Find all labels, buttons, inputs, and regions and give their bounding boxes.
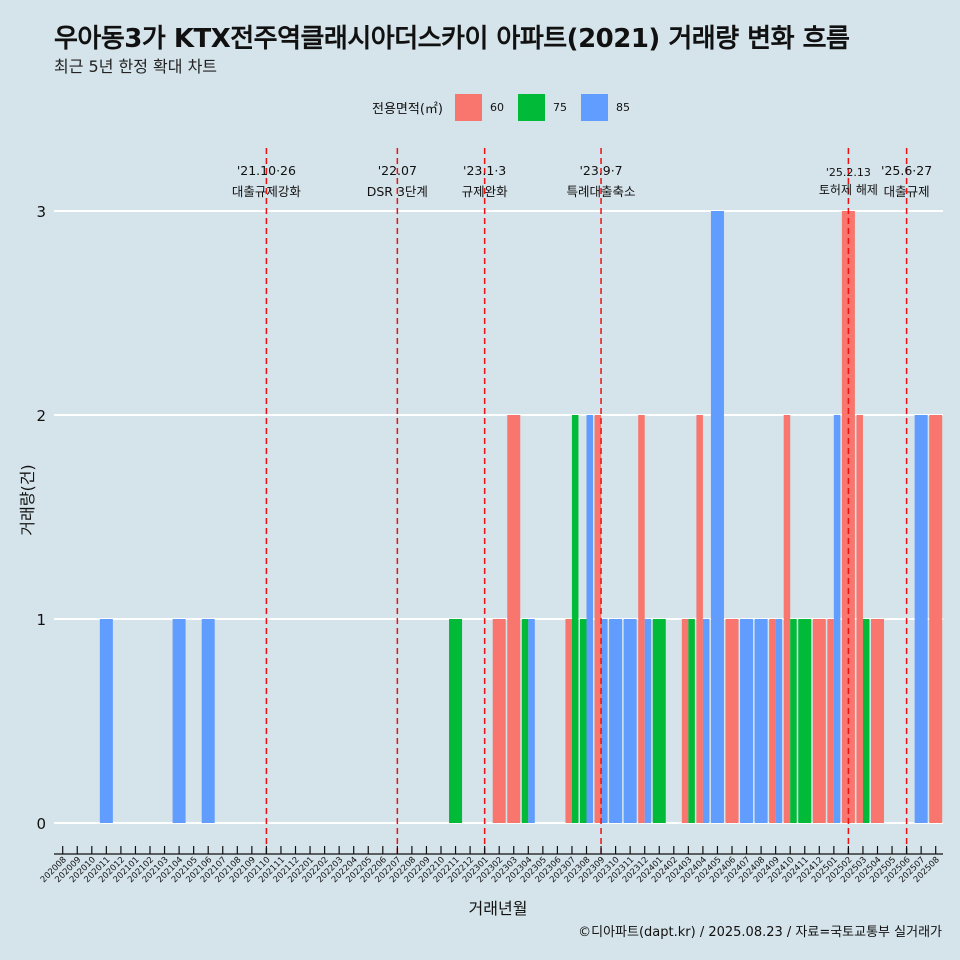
x-axis-label: 거래년월 bbox=[469, 899, 528, 918]
bar-202411-75 bbox=[798, 619, 812, 823]
y-tick-label: 2 bbox=[36, 407, 46, 425]
event-date: '25.6·27 bbox=[881, 163, 932, 178]
bar-202407-85 bbox=[740, 619, 754, 823]
bar-202401-75 bbox=[652, 619, 666, 823]
bar-202308-75 bbox=[580, 619, 587, 823]
y-tick-label: 1 bbox=[36, 611, 46, 629]
bar-202410-60 bbox=[783, 415, 791, 823]
event-label: 특례대출축소 bbox=[567, 184, 636, 199]
bar-202504-60 bbox=[871, 619, 884, 823]
bar-202409-85 bbox=[775, 619, 783, 823]
bar-202409-60 bbox=[769, 619, 776, 823]
chart-subtitle: 최근 5년 한정 확대 차트 bbox=[54, 57, 218, 76]
bar-202403-60 bbox=[681, 619, 689, 823]
bar-202312-85 bbox=[644, 619, 652, 823]
bar-202405-85 bbox=[710, 211, 724, 823]
legend-label-75: 75 bbox=[552, 100, 567, 114]
bar-202501-85 bbox=[833, 415, 841, 823]
event-date: '23.9·7 bbox=[579, 163, 622, 178]
event-date: '22.07 bbox=[378, 163, 417, 178]
bar-202508-60 bbox=[929, 415, 943, 823]
event-date: '25.2.13 bbox=[826, 166, 871, 179]
bar-202312-60 bbox=[638, 415, 645, 823]
legend-key-75 bbox=[517, 93, 545, 121]
event-label: 대출규제 bbox=[884, 184, 930, 199]
bar-202309-60 bbox=[594, 415, 602, 823]
bar-202307-60 bbox=[565, 619, 572, 823]
axes: 2020082020092020102020112020122021012021… bbox=[39, 846, 943, 885]
bar-202303-60 bbox=[507, 415, 521, 823]
event-label: 규제완화 bbox=[462, 184, 509, 199]
bar-202307-75 bbox=[571, 415, 579, 823]
event-label: DSR 3단계 bbox=[367, 184, 428, 199]
bar-202106-85 bbox=[201, 619, 215, 823]
legend-label-85: 85 bbox=[615, 100, 630, 114]
bar-202211-75 bbox=[449, 619, 463, 823]
bar-202308-85 bbox=[586, 415, 593, 823]
bar-202507-85 bbox=[914, 415, 928, 823]
bar-202503-75 bbox=[862, 619, 870, 823]
source-caption: ©디아파트(dapt.kr) / 2025.08.23 / 자료=국토교통부 실… bbox=[578, 925, 942, 940]
bar-202310-85 bbox=[609, 619, 623, 823]
bar-202011-85 bbox=[99, 619, 113, 823]
legend-label-60: 60 bbox=[489, 100, 504, 114]
event-annotations: '21.10·26 대출규제강화 '22.07 DSR 3단계 '23.1·3 규제완화 '… bbox=[232, 148, 932, 854]
bar-202410-75 bbox=[790, 619, 797, 823]
legend: 전용면적(㎡) 60 75 85 bbox=[372, 93, 644, 121]
event-date: '23.1·3 bbox=[463, 163, 506, 178]
bar-202309-85 bbox=[601, 619, 608, 823]
legend-key-85 bbox=[580, 93, 608, 121]
y-tick-label: 3 bbox=[36, 203, 46, 221]
bar-202408-85 bbox=[754, 619, 768, 823]
chart-title: 우아동3가 KTX전주역클래시아더스카이 아파트(2021) 거래량 변화 흐름 bbox=[54, 24, 850, 54]
legend-key-60 bbox=[454, 93, 482, 121]
legend-title: 전용면적(㎡) bbox=[372, 101, 443, 117]
event-label: 토허제 해제 bbox=[819, 183, 878, 197]
bar-202304-75 bbox=[521, 619, 529, 823]
bar-202404-60 bbox=[696, 415, 703, 823]
y-axis-label: 거래량(건) bbox=[18, 464, 37, 535]
bar-202501-60 bbox=[827, 619, 834, 823]
bars bbox=[99, 211, 943, 823]
event-label: 대출규제강화 bbox=[232, 184, 302, 199]
bar-202311-85 bbox=[623, 619, 637, 823]
bar-202404-85 bbox=[702, 619, 710, 823]
y-tick-label: 0 bbox=[36, 815, 46, 833]
bar-202302-60 bbox=[492, 619, 506, 823]
bar-202104-85 bbox=[172, 619, 186, 823]
bar-202412-60 bbox=[812, 619, 826, 823]
bar-202406-60 bbox=[725, 619, 739, 823]
bar-202403-75 bbox=[688, 619, 695, 823]
bar-202304-85 bbox=[528, 619, 535, 823]
event-date: '21.10·26 bbox=[237, 163, 296, 178]
bar-202502-60 bbox=[841, 211, 855, 823]
bar-202503-60 bbox=[856, 415, 863, 823]
